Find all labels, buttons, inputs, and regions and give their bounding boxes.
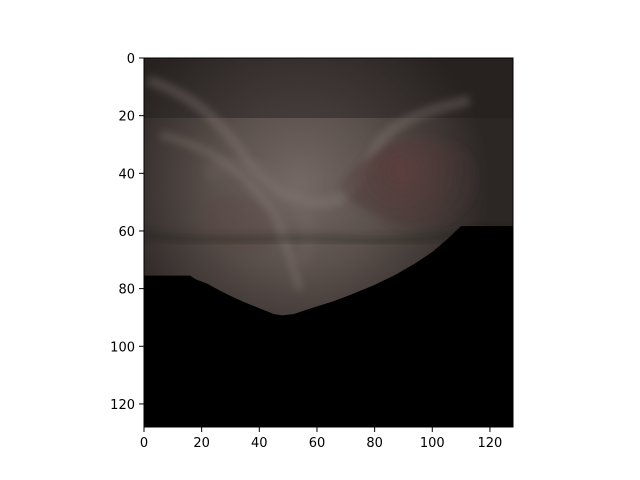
x-tick-label: 60 xyxy=(309,436,326,451)
x-tick-label: 120 xyxy=(478,436,503,451)
axes-frame xyxy=(143,57,514,428)
image-content xyxy=(144,58,513,427)
y-tick-label: 120 xyxy=(110,398,135,413)
x-tick-label: 0 xyxy=(140,436,148,451)
y-axis: 0 20 40 60 80 100 120 xyxy=(110,52,144,413)
x-tick-label: 80 xyxy=(366,436,383,451)
x-tick-label: 100 xyxy=(420,436,445,451)
black-mask xyxy=(144,226,513,427)
x-axis: 0 20 40 60 80 100 120 xyxy=(140,427,502,451)
lesion-region xyxy=(340,137,477,228)
tissue-fold xyxy=(159,131,304,292)
x-tick-label: 20 xyxy=(193,436,210,451)
y-tick-label: 100 xyxy=(110,340,135,355)
y-tick-label: 20 xyxy=(118,110,135,125)
y-tick-label: 40 xyxy=(118,167,135,182)
y-tick-label: 80 xyxy=(118,283,135,298)
x-tick-label: 40 xyxy=(251,436,268,451)
y-tick-label: 60 xyxy=(118,225,135,240)
y-tick-label: 0 xyxy=(127,52,135,67)
